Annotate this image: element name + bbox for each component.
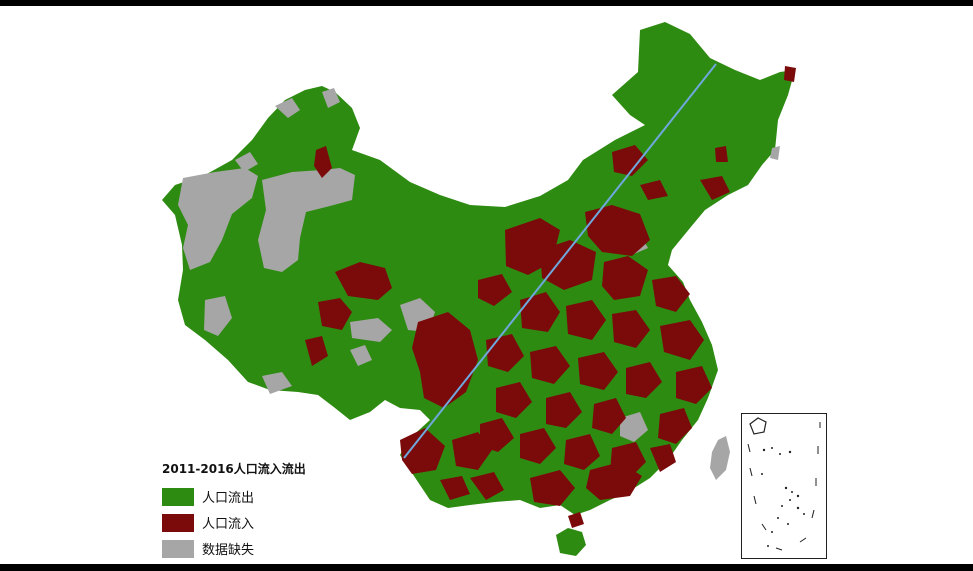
map-legend: 2011-2016人口流入流出 人口流出 人口流入 数据缺失 <box>162 460 372 564</box>
legend-swatch-inflow <box>162 513 194 532</box>
hu-line <box>403 63 717 459</box>
legend-item-outflow: 人口流出 <box>162 486 372 507</box>
inset-dashed-boundary <box>747 422 821 551</box>
missing-data-regions <box>178 88 780 442</box>
south-china-sea-inset <box>741 413 827 559</box>
legend-label-outflow: 人口流出 <box>202 491 255 506</box>
inset-islands <box>761 447 805 547</box>
legend-title: 2011-2016人口流入流出 <box>162 462 306 476</box>
legend-item-missing: 数据缺失 <box>162 538 372 559</box>
top-border <box>0 0 973 6</box>
inset-map <box>747 417 821 551</box>
legend-swatch-outflow <box>162 487 194 506</box>
bottom-border <box>0 564 973 571</box>
inflow-regions <box>305 66 796 528</box>
hainan-island <box>556 528 586 556</box>
legend-label-inflow: 人口流入 <box>202 517 255 532</box>
legend-swatch-missing <box>162 539 194 558</box>
legend-item-inflow: 人口流入 <box>162 512 372 533</box>
taiwan-island <box>710 436 730 480</box>
legend-label-missing: 数据缺失 <box>202 543 255 558</box>
inset-hainan-outline <box>749 417 767 435</box>
